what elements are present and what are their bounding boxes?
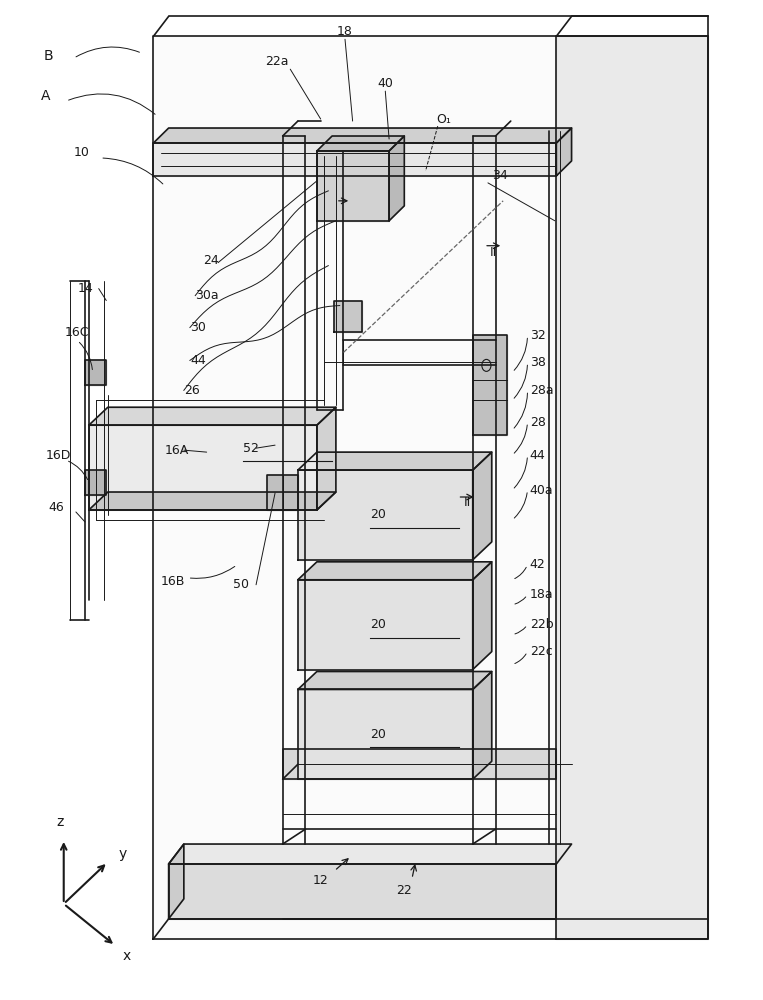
Text: 22c: 22c: [530, 645, 552, 658]
Polygon shape: [153, 128, 571, 143]
Text: 28: 28: [530, 416, 546, 429]
Text: 52: 52: [243, 442, 259, 455]
Text: 18a: 18a: [530, 588, 553, 601]
Text: 10: 10: [73, 146, 89, 159]
Text: 18: 18: [337, 25, 353, 38]
Polygon shape: [153, 143, 556, 176]
Polygon shape: [89, 425, 317, 510]
Text: 22b: 22b: [530, 618, 553, 631]
Polygon shape: [89, 492, 336, 510]
Text: 26: 26: [184, 384, 200, 397]
Text: II: II: [464, 496, 471, 509]
Text: B: B: [43, 49, 53, 63]
Text: II: II: [489, 246, 497, 259]
Polygon shape: [556, 36, 708, 939]
Text: 30a: 30a: [195, 289, 219, 302]
Polygon shape: [298, 689, 473, 779]
Polygon shape: [268, 475, 298, 510]
Polygon shape: [169, 844, 184, 919]
Polygon shape: [298, 672, 491, 689]
Polygon shape: [153, 36, 708, 939]
Polygon shape: [298, 470, 473, 560]
Polygon shape: [473, 562, 491, 670]
Polygon shape: [298, 580, 473, 670]
Polygon shape: [298, 562, 491, 580]
Text: y: y: [118, 847, 127, 861]
Text: 38: 38: [530, 356, 546, 369]
Polygon shape: [317, 136, 404, 151]
Text: 16D: 16D: [46, 449, 71, 462]
Text: 16A: 16A: [165, 444, 189, 457]
Polygon shape: [169, 864, 556, 919]
Polygon shape: [317, 151, 389, 221]
Polygon shape: [85, 360, 106, 385]
Polygon shape: [389, 136, 404, 221]
Polygon shape: [473, 452, 491, 560]
Text: A: A: [41, 89, 50, 103]
Text: 20: 20: [370, 508, 386, 521]
Text: 40: 40: [378, 77, 393, 90]
Text: 44: 44: [190, 354, 206, 367]
Polygon shape: [85, 470, 106, 495]
Polygon shape: [317, 407, 336, 510]
Text: 40a: 40a: [530, 484, 553, 497]
Polygon shape: [89, 407, 336, 425]
Text: 12: 12: [313, 874, 329, 887]
Text: 22a: 22a: [266, 55, 289, 68]
Text: 34: 34: [491, 169, 507, 182]
Text: 32: 32: [530, 329, 546, 342]
Polygon shape: [556, 128, 571, 176]
Text: 20: 20: [370, 728, 386, 741]
Text: 28a: 28a: [530, 384, 553, 397]
Text: 42: 42: [530, 558, 546, 571]
Polygon shape: [169, 844, 571, 864]
Text: O₁: O₁: [436, 113, 451, 126]
Text: x: x: [123, 949, 131, 963]
Text: 24: 24: [203, 254, 218, 267]
Polygon shape: [473, 672, 491, 779]
Text: 46: 46: [49, 501, 64, 514]
Text: 16B: 16B: [161, 575, 185, 588]
Text: z: z: [56, 815, 63, 829]
Text: 22: 22: [397, 884, 412, 897]
Polygon shape: [334, 301, 362, 332]
Text: 50: 50: [233, 578, 250, 591]
Text: 16C: 16C: [65, 326, 89, 339]
Polygon shape: [473, 335, 507, 435]
Polygon shape: [298, 452, 491, 470]
Text: 30: 30: [190, 321, 206, 334]
Text: 14: 14: [77, 282, 93, 295]
Text: 20: 20: [370, 618, 386, 631]
Polygon shape: [282, 749, 556, 779]
Text: 44: 44: [530, 449, 546, 462]
